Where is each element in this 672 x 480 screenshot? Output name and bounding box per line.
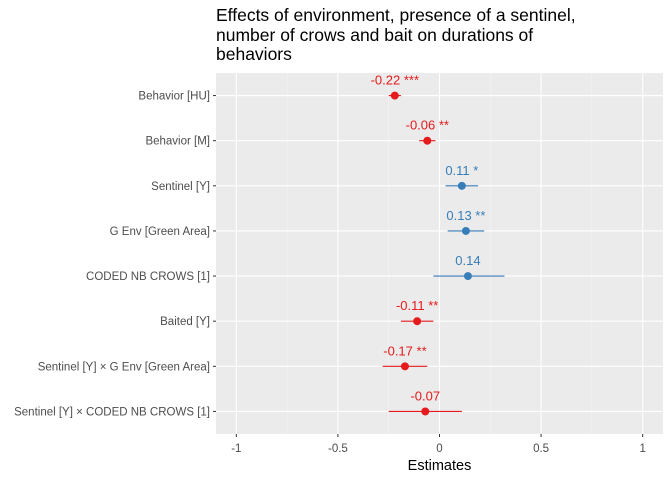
estimate-label: 0.11 * [445,163,478,178]
estimate-label: 0.14 [455,253,480,268]
estimate-label: -0.22 *** [371,73,419,88]
term-label: G Env [Green Area] [110,226,210,238]
x-tick-label: 0.5 [533,443,549,455]
estimate-point [423,136,432,145]
term-label: Sentinel [Y] × CODED NB CROWS [1] [14,406,210,418]
estimate-point [413,317,422,326]
term-label: CODED NB CROWS [1] [86,271,210,283]
minor-gridlines [286,73,593,434]
estimate-point [400,362,409,371]
term-label: Baited [Y] [160,316,210,328]
estimate-label: 0.13 ** [446,208,485,223]
estimate-label: -0.06 ** [406,118,449,133]
estimate-label: -0.17 ** [383,343,426,358]
term-label: Sentinel [Y] × G Env [Green Area] [38,361,210,373]
estimate-point [457,181,466,190]
x-axis-title: Estimates [408,458,472,474]
estimate-point [390,91,399,100]
term-label: Sentinel [Y] [151,181,210,193]
estimate-point [461,226,470,235]
term-label: Behavior [M] [145,136,210,148]
estimate-marks: -0.22 *** -0.06 ** 0.11 * 0.13 ** 0.14 -0.11 … [371,73,505,416]
estimate-point [421,407,430,416]
x-axis-tick-labels: -1 -0.5 0 0.5 1 [231,434,646,455]
estimate-point [463,272,472,281]
x-tick-label: -1 [231,443,241,455]
y-axis-labels: Behavior [HU] Behavior [M] Sentinel [Y] G E… [14,91,216,418]
estimate-label: -0.07 [410,388,440,403]
x-tick-label: 0 [436,443,442,455]
x-tick-label: -0.5 [328,443,348,455]
estimate-label: -0.11 ** [396,298,438,313]
x-tick-label: 1 [639,443,645,455]
chart-title: Effects of environment, presence of a se… [216,5,576,64]
term-label: Behavior [HU] [138,91,210,103]
